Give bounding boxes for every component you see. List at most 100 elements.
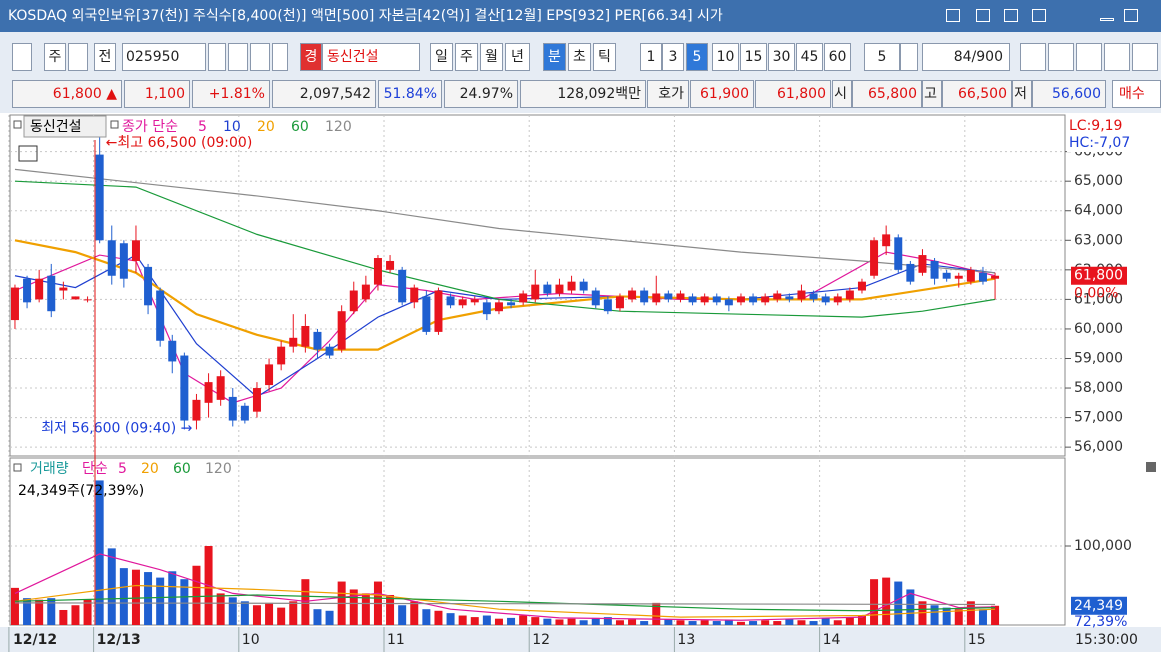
volume-bar	[482, 615, 491, 625]
legend-item: 5	[198, 119, 207, 135]
period-button[interactable]: 10	[712, 43, 739, 71]
candle-body	[325, 346, 334, 356]
period-button[interactable]: 일	[430, 43, 453, 71]
buy-button[interactable]: 매수	[1112, 80, 1161, 108]
period-button[interactable]: 30	[768, 43, 795, 71]
volume-info: 24,349주(72,39%)	[18, 483, 144, 499]
volume-bar	[519, 615, 528, 625]
volume-bar	[156, 577, 165, 625]
minimize[interactable]	[1100, 18, 1114, 21]
close-icon[interactable]	[1146, 462, 1156, 472]
period-button[interactable]: 5	[686, 43, 708, 71]
code-input[interactable]: 025950	[122, 43, 206, 71]
icon-button[interactable]	[1076, 43, 1102, 71]
calendar-icon[interactable]	[18, 145, 38, 162]
icon-button[interactable]	[1048, 43, 1074, 71]
candle-body	[192, 399, 201, 421]
volume-bar	[349, 589, 358, 625]
icon[interactable]	[1004, 9, 1018, 22]
candle-body	[23, 278, 32, 303]
candle-body	[337, 311, 346, 350]
dropdown[interactable]	[208, 43, 226, 71]
volume-bar	[277, 607, 286, 625]
period-button[interactable]: 15	[740, 43, 767, 71]
period-button[interactable]: 월	[480, 43, 503, 71]
volume-bar	[470, 617, 479, 625]
candle-body	[131, 240, 140, 261]
maximize[interactable]	[1124, 9, 1138, 22]
label: 시	[832, 80, 852, 108]
volume-bar	[325, 610, 334, 625]
dropdown[interactable]	[68, 43, 88, 71]
dropdown[interactable]	[900, 43, 918, 71]
legend-item: 120	[205, 461, 232, 477]
icon-button[interactable]	[12, 43, 32, 71]
volume-bar	[773, 621, 782, 625]
legend-name: 거래량	[30, 461, 69, 477]
candle-body	[107, 240, 116, 276]
stock-name[interactable]: 동신건설	[322, 43, 420, 71]
label: 호가	[647, 80, 689, 108]
dropdown[interactable]	[272, 43, 288, 71]
period-button[interactable]: 틱	[593, 43, 616, 71]
legend-item: 60	[173, 461, 191, 477]
period-button[interactable]: 주	[455, 43, 478, 71]
candle-body	[168, 340, 177, 362]
last-price: 61,800	[1074, 268, 1123, 284]
icon[interactable]	[1032, 9, 1046, 22]
ratio: 51.84%	[378, 80, 442, 108]
period-button[interactable]: 년	[505, 43, 530, 71]
icon[interactable]	[976, 9, 990, 22]
y-tick-label: 100,000	[1074, 538, 1132, 554]
volume-bar	[966, 601, 975, 625]
candle-body	[216, 376, 225, 400]
volume-bar	[71, 605, 80, 625]
volume-bar	[434, 610, 443, 625]
high: 66,500	[942, 80, 1012, 108]
market[interactable]: 주	[44, 43, 66, 71]
period-button[interactable]: 3	[662, 43, 684, 71]
count[interactable]: 84/900	[922, 43, 1010, 71]
volume-bar	[107, 548, 116, 625]
volume-bar	[398, 605, 407, 625]
volume-bar	[422, 609, 431, 625]
volume-bar	[83, 599, 92, 625]
period-button[interactable]: 60	[824, 43, 851, 71]
candle-body	[507, 302, 516, 306]
candle-body	[361, 284, 370, 300]
ma-line	[14, 594, 996, 612]
candle-body	[761, 296, 770, 303]
icon-button[interactable]	[1104, 43, 1130, 71]
icon-button[interactable]	[1132, 43, 1158, 71]
candle-body	[470, 299, 479, 303]
volume-bar	[228, 597, 237, 625]
candle-body	[833, 296, 842, 303]
volume-bar	[688, 621, 697, 625]
candle-body	[204, 382, 213, 403]
ask: 61,900	[690, 80, 754, 108]
close[interactable]	[1146, 9, 1160, 22]
volume-bar	[579, 620, 588, 625]
label: 고	[922, 80, 942, 108]
prev[interactable]: 전	[94, 43, 116, 71]
candle-body	[579, 281, 588, 291]
candle-body	[71, 296, 80, 300]
period-button[interactable]: 45	[796, 43, 823, 71]
chart: 56,00057,00058,00059,00060,00061,00062,0…	[0, 113, 1161, 652]
candle-body	[712, 296, 721, 303]
candle-body	[749, 296, 758, 303]
icon[interactable]	[946, 9, 960, 22]
interval[interactable]: 5	[864, 43, 900, 71]
volume-bar	[954, 609, 963, 625]
period-button[interactable]: 1	[640, 43, 662, 71]
legend-item: 20	[257, 119, 275, 135]
icon-button[interactable]	[1020, 43, 1046, 71]
period-button[interactable]: 초	[568, 43, 591, 71]
sound[interactable]	[250, 43, 270, 71]
period-button[interactable]: 분	[543, 43, 566, 71]
last-volume: 24,349	[1074, 598, 1123, 614]
volume-bar	[23, 598, 32, 625]
search[interactable]	[228, 43, 248, 71]
volume-bar	[240, 601, 249, 625]
candle-body	[35, 278, 44, 300]
